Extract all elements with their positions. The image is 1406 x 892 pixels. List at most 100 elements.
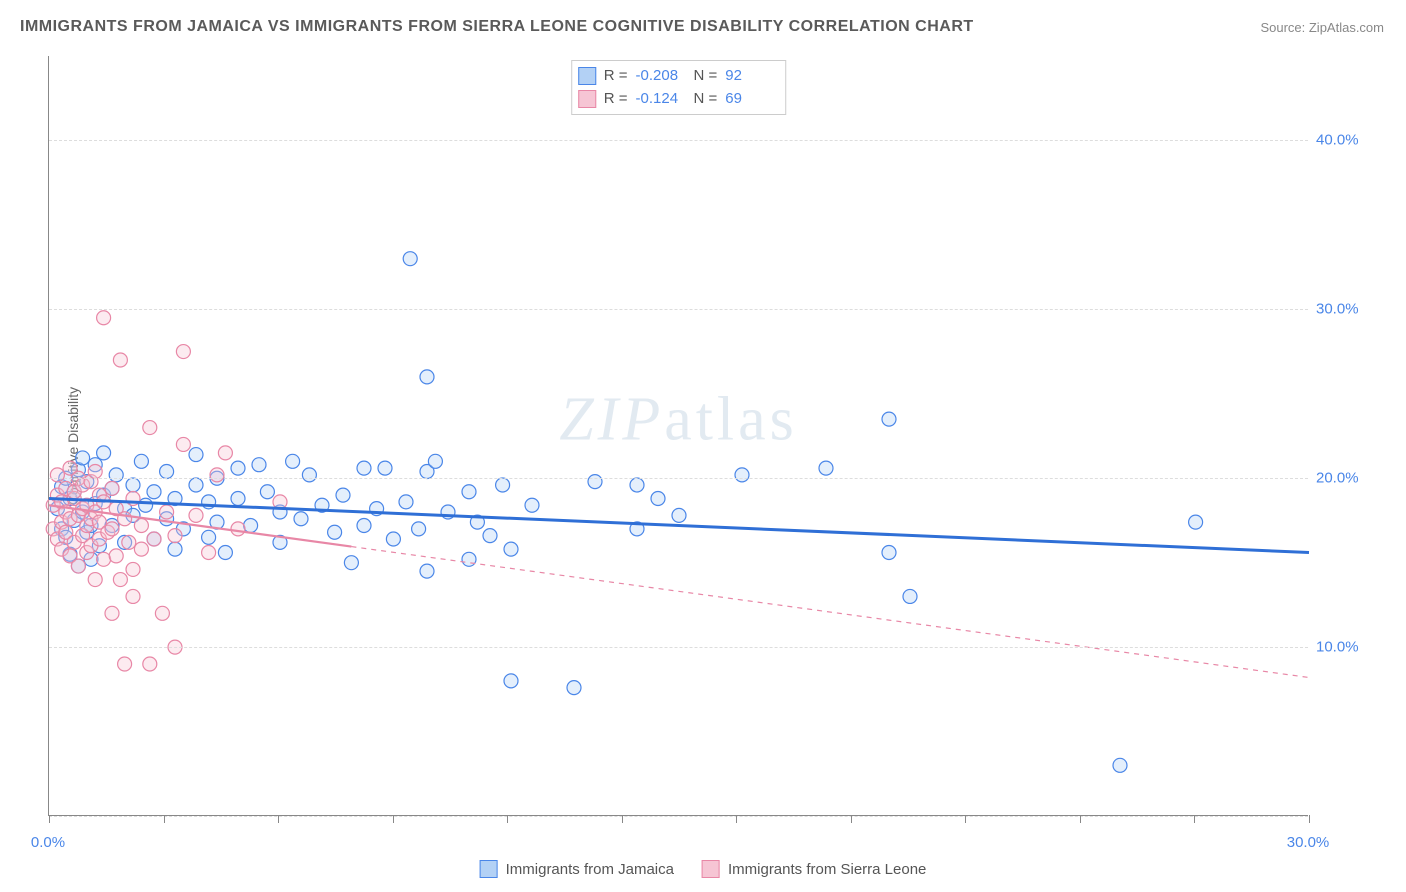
n-value-sierra-leone: 69 bbox=[725, 88, 775, 111]
data-point-jamaica bbox=[294, 512, 308, 526]
data-point-jamaica bbox=[168, 542, 182, 556]
x-tick bbox=[622, 815, 623, 823]
data-point-jamaica bbox=[588, 475, 602, 489]
data-point-sierra_leone bbox=[105, 522, 119, 536]
data-point-jamaica bbox=[412, 522, 426, 536]
data-point-jamaica bbox=[252, 458, 266, 472]
data-point-jamaica bbox=[428, 454, 442, 468]
legend-label-jamaica: Immigrants from Jamaica bbox=[506, 861, 674, 878]
x-tick bbox=[736, 815, 737, 823]
data-point-jamaica bbox=[420, 564, 434, 578]
data-point-jamaica bbox=[244, 519, 258, 533]
data-point-jamaica bbox=[462, 552, 476, 566]
data-point-jamaica bbox=[189, 478, 203, 492]
gridline-horizontal bbox=[49, 140, 1308, 141]
data-point-sierra_leone bbox=[147, 532, 161, 546]
data-point-jamaica bbox=[139, 498, 153, 512]
data-point-jamaica bbox=[357, 519, 371, 533]
stats-row-jamaica: R = -0.208 N = 92 bbox=[578, 65, 776, 88]
data-point-sierra_leone bbox=[105, 606, 119, 620]
x-tick bbox=[393, 815, 394, 823]
data-point-sierra_leone bbox=[97, 311, 111, 325]
legend-item-sierra-leone: Immigrants from Sierra Leone bbox=[702, 860, 926, 878]
legend-swatch-jamaica bbox=[480, 860, 498, 878]
data-point-jamaica bbox=[126, 478, 140, 492]
data-point-sierra_leone bbox=[109, 549, 123, 563]
data-point-jamaica bbox=[357, 461, 371, 475]
chart-svg bbox=[49, 56, 1308, 815]
data-point-sierra_leone bbox=[118, 657, 132, 671]
data-point-sierra_leone bbox=[126, 562, 140, 576]
r-value-sierra-leone: -0.124 bbox=[636, 88, 686, 111]
data-point-jamaica bbox=[819, 461, 833, 475]
data-point-sierra_leone bbox=[202, 546, 216, 560]
data-point-jamaica bbox=[567, 681, 581, 695]
data-point-jamaica bbox=[378, 461, 392, 475]
x-tick bbox=[1309, 815, 1310, 823]
data-point-jamaica bbox=[630, 478, 644, 492]
y-tick-label: 40.0% bbox=[1316, 132, 1386, 149]
data-point-jamaica bbox=[1189, 515, 1203, 529]
data-point-sierra_leone bbox=[134, 519, 148, 533]
data-point-sierra_leone bbox=[113, 573, 127, 587]
x-tick bbox=[164, 815, 165, 823]
gridline-horizontal bbox=[49, 816, 1308, 817]
data-point-sierra_leone bbox=[126, 589, 140, 603]
data-point-sierra_leone bbox=[143, 421, 157, 435]
x-tick bbox=[851, 815, 852, 823]
data-point-jamaica bbox=[344, 556, 358, 570]
data-point-sierra_leone bbox=[88, 464, 102, 478]
y-tick-label: 30.0% bbox=[1316, 301, 1386, 318]
data-point-sierra_leone bbox=[71, 559, 85, 573]
x-tick bbox=[49, 815, 50, 823]
data-point-sierra_leone bbox=[105, 481, 119, 495]
r-value-jamaica: -0.208 bbox=[636, 65, 686, 88]
y-tick-label: 10.0% bbox=[1316, 639, 1386, 656]
data-point-jamaica bbox=[147, 485, 161, 499]
correlation-stats-box: R = -0.208 N = 92 R = -0.124 N = 69 bbox=[571, 60, 787, 115]
data-point-sierra_leone bbox=[176, 437, 190, 451]
bottom-legend: Immigrants from Jamaica Immigrants from … bbox=[480, 860, 927, 878]
data-point-jamaica bbox=[109, 468, 123, 482]
data-point-jamaica bbox=[651, 491, 665, 505]
data-point-jamaica bbox=[504, 674, 518, 688]
data-point-sierra_leone bbox=[50, 468, 64, 482]
data-point-jamaica bbox=[735, 468, 749, 482]
data-point-jamaica bbox=[483, 529, 497, 543]
legend-label-sierra-leone: Immigrants from Sierra Leone bbox=[728, 861, 926, 878]
source-attribution: Source: ZipAtlas.com bbox=[1260, 20, 1384, 35]
data-point-jamaica bbox=[189, 448, 203, 462]
data-point-sierra_leone bbox=[97, 552, 111, 566]
data-point-jamaica bbox=[76, 451, 90, 465]
data-point-jamaica bbox=[231, 491, 245, 505]
data-point-jamaica bbox=[386, 532, 400, 546]
source-label: Source: bbox=[1260, 20, 1308, 35]
n-label: N = bbox=[694, 88, 718, 111]
n-label: N = bbox=[694, 65, 718, 88]
x-tick-label: 30.0% bbox=[1287, 834, 1330, 851]
data-point-jamaica bbox=[231, 461, 245, 475]
data-point-jamaica bbox=[286, 454, 300, 468]
swatch-sierra-leone bbox=[578, 90, 596, 108]
y-tick-label: 20.0% bbox=[1316, 470, 1386, 487]
source-value: ZipAtlas.com bbox=[1309, 20, 1384, 35]
data-point-sierra_leone bbox=[168, 529, 182, 543]
data-point-jamaica bbox=[672, 508, 686, 522]
x-tick bbox=[1080, 815, 1081, 823]
legend-item-jamaica: Immigrants from Jamaica bbox=[480, 860, 674, 878]
gridline-horizontal bbox=[49, 309, 1308, 310]
data-point-jamaica bbox=[496, 478, 510, 492]
gridline-horizontal bbox=[49, 478, 1308, 479]
data-point-jamaica bbox=[903, 589, 917, 603]
data-point-sierra_leone bbox=[155, 606, 169, 620]
data-point-jamaica bbox=[202, 530, 216, 544]
data-point-sierra_leone bbox=[113, 353, 127, 367]
data-point-jamaica bbox=[160, 464, 174, 478]
data-point-jamaica bbox=[504, 542, 518, 556]
data-point-jamaica bbox=[1113, 758, 1127, 772]
data-point-jamaica bbox=[97, 446, 111, 460]
data-point-jamaica bbox=[399, 495, 413, 509]
data-point-jamaica bbox=[218, 546, 232, 560]
data-point-sierra_leone bbox=[210, 468, 224, 482]
data-point-jamaica bbox=[403, 252, 417, 266]
